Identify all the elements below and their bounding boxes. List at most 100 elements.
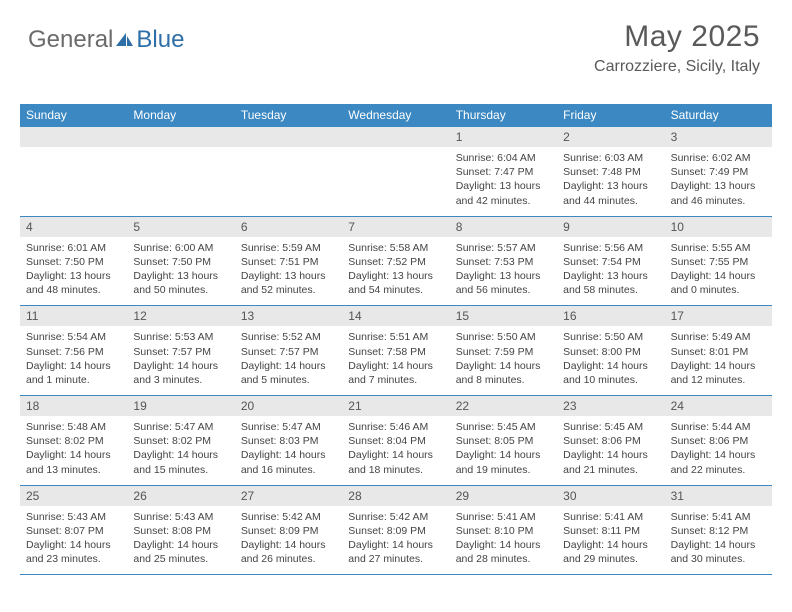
dow-row: SundayMondayTuesdayWednesdayThursdayFrid… xyxy=(20,104,772,127)
daylight-line: Daylight: 14 hours and 0 minutes. xyxy=(671,269,766,297)
day-number: 3 xyxy=(665,127,772,147)
day-number: 30 xyxy=(557,486,664,506)
day-cell: Sunrise: 5:43 AMSunset: 8:07 PMDaylight:… xyxy=(20,506,127,575)
daylight-line: Daylight: 14 hours and 23 minutes. xyxy=(26,538,121,566)
dow-cell: Tuesday xyxy=(235,104,342,127)
daylight-line: Daylight: 14 hours and 10 minutes. xyxy=(563,359,658,387)
day-number: 20 xyxy=(235,396,342,416)
day-number: 9 xyxy=(557,217,664,237)
day-cell: Sunrise: 5:42 AMSunset: 8:09 PMDaylight:… xyxy=(342,506,449,575)
daylight-line: Daylight: 14 hours and 7 minutes. xyxy=(348,359,443,387)
day-cell: Sunrise: 5:55 AMSunset: 7:55 PMDaylight:… xyxy=(665,237,772,306)
sunrise-line: Sunrise: 6:02 AM xyxy=(671,151,766,165)
sunrise-line: Sunrise: 5:42 AM xyxy=(241,510,336,524)
daylight-line: Daylight: 14 hours and 15 minutes. xyxy=(133,448,228,476)
sunset-line: Sunset: 7:55 PM xyxy=(671,255,766,269)
day-cell: Sunrise: 5:46 AMSunset: 8:04 PMDaylight:… xyxy=(342,416,449,485)
sunset-line: Sunset: 8:08 PM xyxy=(133,524,228,538)
day-cell: Sunrise: 5:49 AMSunset: 8:01 PMDaylight:… xyxy=(665,326,772,395)
day-cell: Sunrise: 5:59 AMSunset: 7:51 PMDaylight:… xyxy=(235,237,342,306)
sunrise-line: Sunrise: 5:59 AM xyxy=(241,241,336,255)
sunset-line: Sunset: 7:51 PM xyxy=(241,255,336,269)
sunset-line: Sunset: 8:02 PM xyxy=(133,434,228,448)
sunrise-line: Sunrise: 5:48 AM xyxy=(26,420,121,434)
sunset-line: Sunset: 7:53 PM xyxy=(456,255,551,269)
day-number: 24 xyxy=(665,396,772,416)
sunrise-line: Sunrise: 5:53 AM xyxy=(133,330,228,344)
daylight-line: Daylight: 13 hours and 42 minutes. xyxy=(456,179,551,207)
sunset-line: Sunset: 8:03 PM xyxy=(241,434,336,448)
dow-cell: Friday xyxy=(557,104,664,127)
sunset-line: Sunset: 7:56 PM xyxy=(26,345,121,359)
sunset-line: Sunset: 8:09 PM xyxy=(241,524,336,538)
day-cell: Sunrise: 5:42 AMSunset: 8:09 PMDaylight:… xyxy=(235,506,342,575)
sunrise-line: Sunrise: 5:41 AM xyxy=(671,510,766,524)
day-cell: Sunrise: 6:02 AMSunset: 7:49 PMDaylight:… xyxy=(665,147,772,216)
day-number: 2 xyxy=(557,127,664,147)
daylight-line: Daylight: 14 hours and 25 minutes. xyxy=(133,538,228,566)
daynum-band: 11121314151617 xyxy=(20,306,772,326)
day-cell: Sunrise: 5:45 AMSunset: 8:06 PMDaylight:… xyxy=(557,416,664,485)
calendar: SundayMondayTuesdayWednesdayThursdayFrid… xyxy=(20,104,772,575)
day-number xyxy=(20,127,127,147)
day-number: 6 xyxy=(235,217,342,237)
day-cell: Sunrise: 5:57 AMSunset: 7:53 PMDaylight:… xyxy=(450,237,557,306)
daylight-line: Daylight: 14 hours and 29 minutes. xyxy=(563,538,658,566)
sunset-line: Sunset: 7:59 PM xyxy=(456,345,551,359)
dow-cell: Sunday xyxy=(20,104,127,127)
day-number: 23 xyxy=(557,396,664,416)
day-number: 14 xyxy=(342,306,449,326)
logo: General Blue xyxy=(28,26,184,54)
sunset-line: Sunset: 8:01 PM xyxy=(671,345,766,359)
day-cell: Sunrise: 6:03 AMSunset: 7:48 PMDaylight:… xyxy=(557,147,664,216)
sunrise-line: Sunrise: 5:50 AM xyxy=(456,330,551,344)
day-cell: Sunrise: 6:04 AMSunset: 7:47 PMDaylight:… xyxy=(450,147,557,216)
sunset-line: Sunset: 8:02 PM xyxy=(26,434,121,448)
daylight-line: Daylight: 13 hours and 54 minutes. xyxy=(348,269,443,297)
week-row: 11121314151617Sunrise: 5:54 AMSunset: 7:… xyxy=(20,306,772,396)
day-cell xyxy=(235,147,342,216)
day-cell: Sunrise: 6:01 AMSunset: 7:50 PMDaylight:… xyxy=(20,237,127,306)
daynum-band: 25262728293031 xyxy=(20,486,772,506)
header-right: May 2025 Carrozziere, Sicily, Italy xyxy=(594,20,760,76)
daylight-line: Daylight: 14 hours and 13 minutes. xyxy=(26,448,121,476)
sunrise-line: Sunrise: 6:03 AM xyxy=(563,151,658,165)
day-number: 28 xyxy=(342,486,449,506)
day-cell: Sunrise: 5:41 AMSunset: 8:12 PMDaylight:… xyxy=(665,506,772,575)
sunrise-line: Sunrise: 5:45 AM xyxy=(456,420,551,434)
location: Carrozziere, Sicily, Italy xyxy=(594,58,760,76)
sunrise-line: Sunrise: 6:01 AM xyxy=(26,241,121,255)
day-number: 26 xyxy=(127,486,234,506)
week-row: 25262728293031Sunrise: 5:43 AMSunset: 8:… xyxy=(20,486,772,576)
day-cell: Sunrise: 5:47 AMSunset: 8:02 PMDaylight:… xyxy=(127,416,234,485)
day-number: 11 xyxy=(20,306,127,326)
sunrise-line: Sunrise: 5:46 AM xyxy=(348,420,443,434)
sunrise-line: Sunrise: 5:54 AM xyxy=(26,330,121,344)
sunset-line: Sunset: 7:57 PM xyxy=(241,345,336,359)
sunset-line: Sunset: 8:07 PM xyxy=(26,524,121,538)
sunrise-line: Sunrise: 5:41 AM xyxy=(456,510,551,524)
month-title: May 2025 xyxy=(594,20,760,54)
day-number: 1 xyxy=(450,127,557,147)
sunset-line: Sunset: 7:52 PM xyxy=(348,255,443,269)
day-cell: Sunrise: 5:45 AMSunset: 8:05 PMDaylight:… xyxy=(450,416,557,485)
day-number: 7 xyxy=(342,217,449,237)
logo-word2: Blue xyxy=(136,26,184,54)
day-cell xyxy=(127,147,234,216)
sunrise-line: Sunrise: 5:58 AM xyxy=(348,241,443,255)
sunset-line: Sunset: 7:47 PM xyxy=(456,165,551,179)
sunrise-line: Sunrise: 5:41 AM xyxy=(563,510,658,524)
daylight-line: Daylight: 13 hours and 52 minutes. xyxy=(241,269,336,297)
daylight-line: Daylight: 13 hours and 50 minutes. xyxy=(133,269,228,297)
week-row: 45678910Sunrise: 6:01 AMSunset: 7:50 PMD… xyxy=(20,217,772,307)
sunrise-line: Sunrise: 5:56 AM xyxy=(563,241,658,255)
day-number xyxy=(235,127,342,147)
daylight-line: Daylight: 14 hours and 22 minutes. xyxy=(671,448,766,476)
weeks-container: 123Sunrise: 6:04 AMSunset: 7:47 PMDaylig… xyxy=(20,127,772,575)
sunset-line: Sunset: 7:50 PM xyxy=(133,255,228,269)
day-number: 27 xyxy=(235,486,342,506)
sunrise-line: Sunrise: 5:51 AM xyxy=(348,330,443,344)
sunset-line: Sunset: 8:05 PM xyxy=(456,434,551,448)
daylight-line: Daylight: 13 hours and 46 minutes. xyxy=(671,179,766,207)
day-number xyxy=(342,127,449,147)
